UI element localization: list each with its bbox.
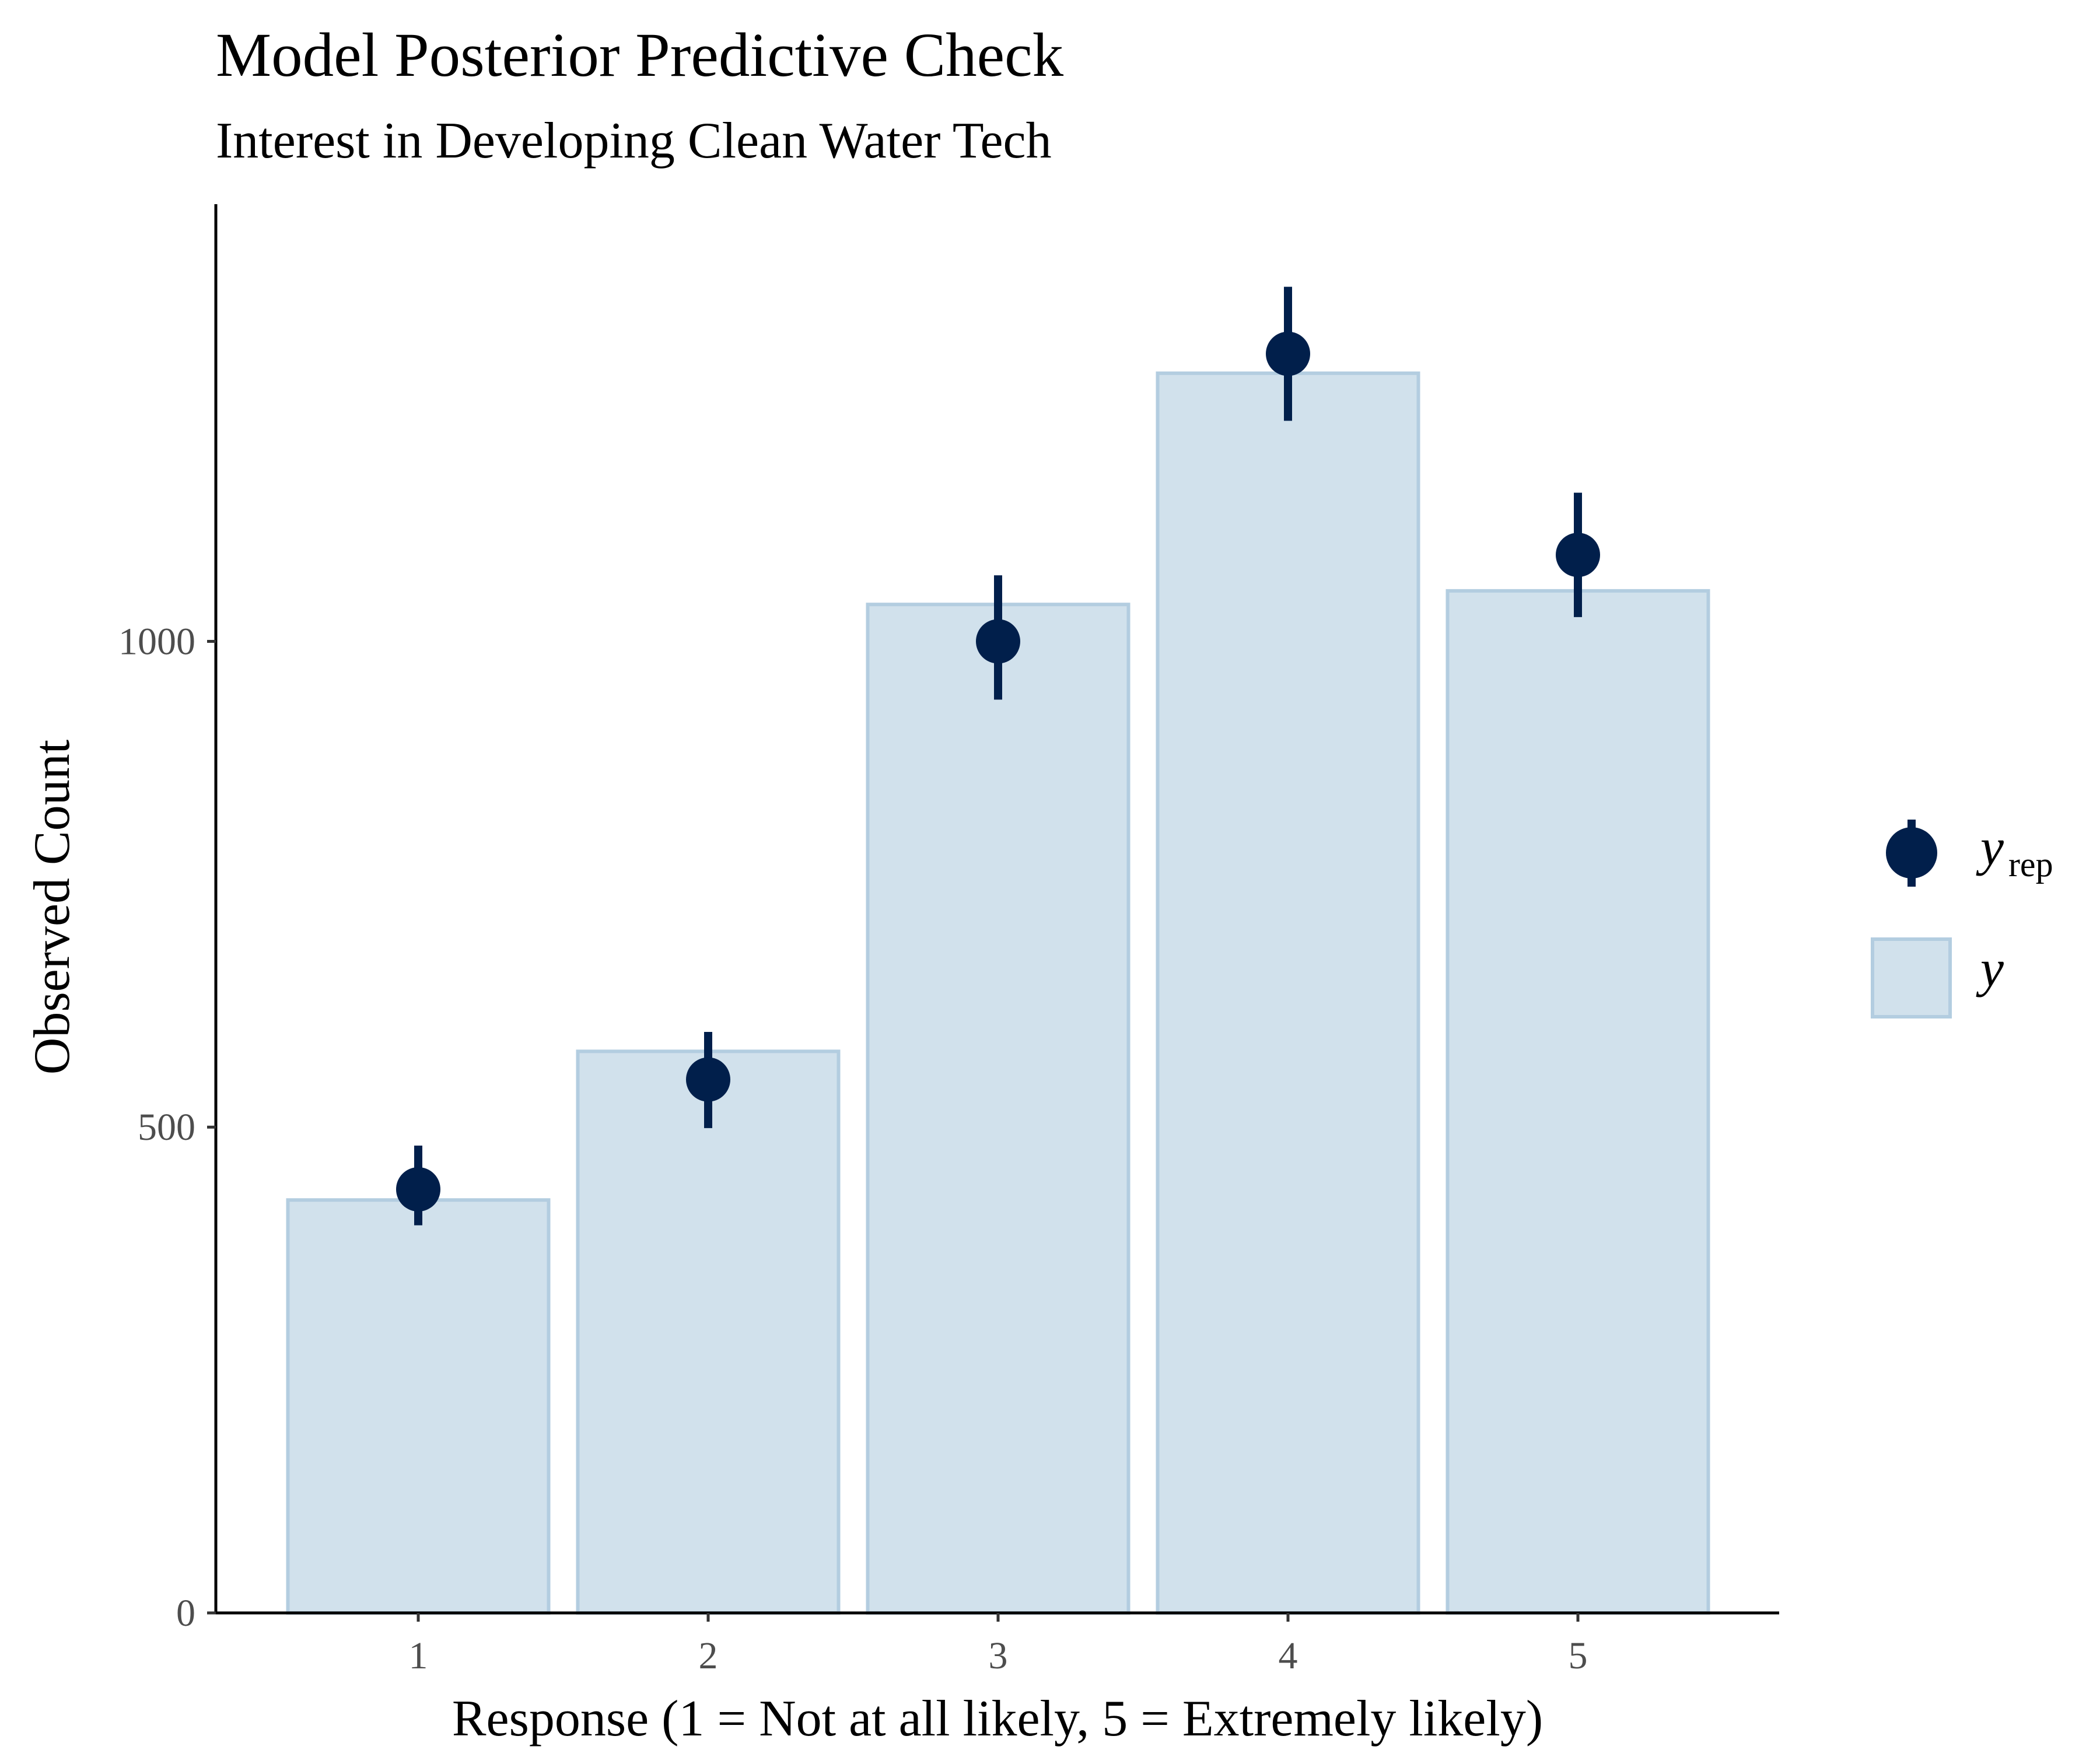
y-tick-label-1000: 1000 [118,620,195,663]
legend-item-y: y [1871,937,2004,1019]
yrep-point-1 [396,1167,440,1212]
y-tick-label-500: 500 [138,1106,195,1149]
yrep-point-5 [1556,533,1600,578]
bar-4 [1156,371,1420,1615]
y-tick-label-0: 0 [176,1592,195,1634]
legend-item-yrep: y rep [1886,818,2053,887]
x-tick-label-1: 1 [409,1634,428,1677]
bar-5 [1446,589,1710,1615]
x-axis-ticks: 1 2 3 4 5 [409,1613,1588,1677]
legend-yrep-point [1886,827,1937,878]
bar-3 [866,603,1130,1615]
yrep-point-3 [976,619,1020,664]
y-axis-label: Observed Count [24,740,80,1074]
legend-y-swatch [1871,937,1952,1019]
legend-yrep-symbol: y [1976,818,2004,876]
point-series-yrep [396,286,1600,1226]
legend-yrep-subscript: rep [2008,845,2053,884]
bar-series-y [286,371,1710,1615]
yrep-point-4 [1266,331,1310,376]
x-tick-label-2: 2 [699,1634,718,1677]
x-tick-label-5: 5 [1569,1634,1588,1677]
bar-1 [286,1198,551,1615]
yrep-point-2 [686,1057,730,1102]
x-tick-label-3: 3 [989,1634,1008,1677]
x-axis-label: Response (1 = Not at all likely, 5 = Ext… [452,1690,1543,1747]
x-tick-label-4: 4 [1279,1634,1298,1677]
y-axis-ticks: 0 500 1000 [118,620,216,1634]
chart-subtitle: Interest in Developing Clean Water Tech [216,113,1052,169]
legend: y rep y [1871,818,2053,1019]
bar-2 [576,1049,841,1615]
chart-title: Model Posterior Predictive Check [216,21,1064,90]
legend-y-symbol: y [1976,940,2004,998]
